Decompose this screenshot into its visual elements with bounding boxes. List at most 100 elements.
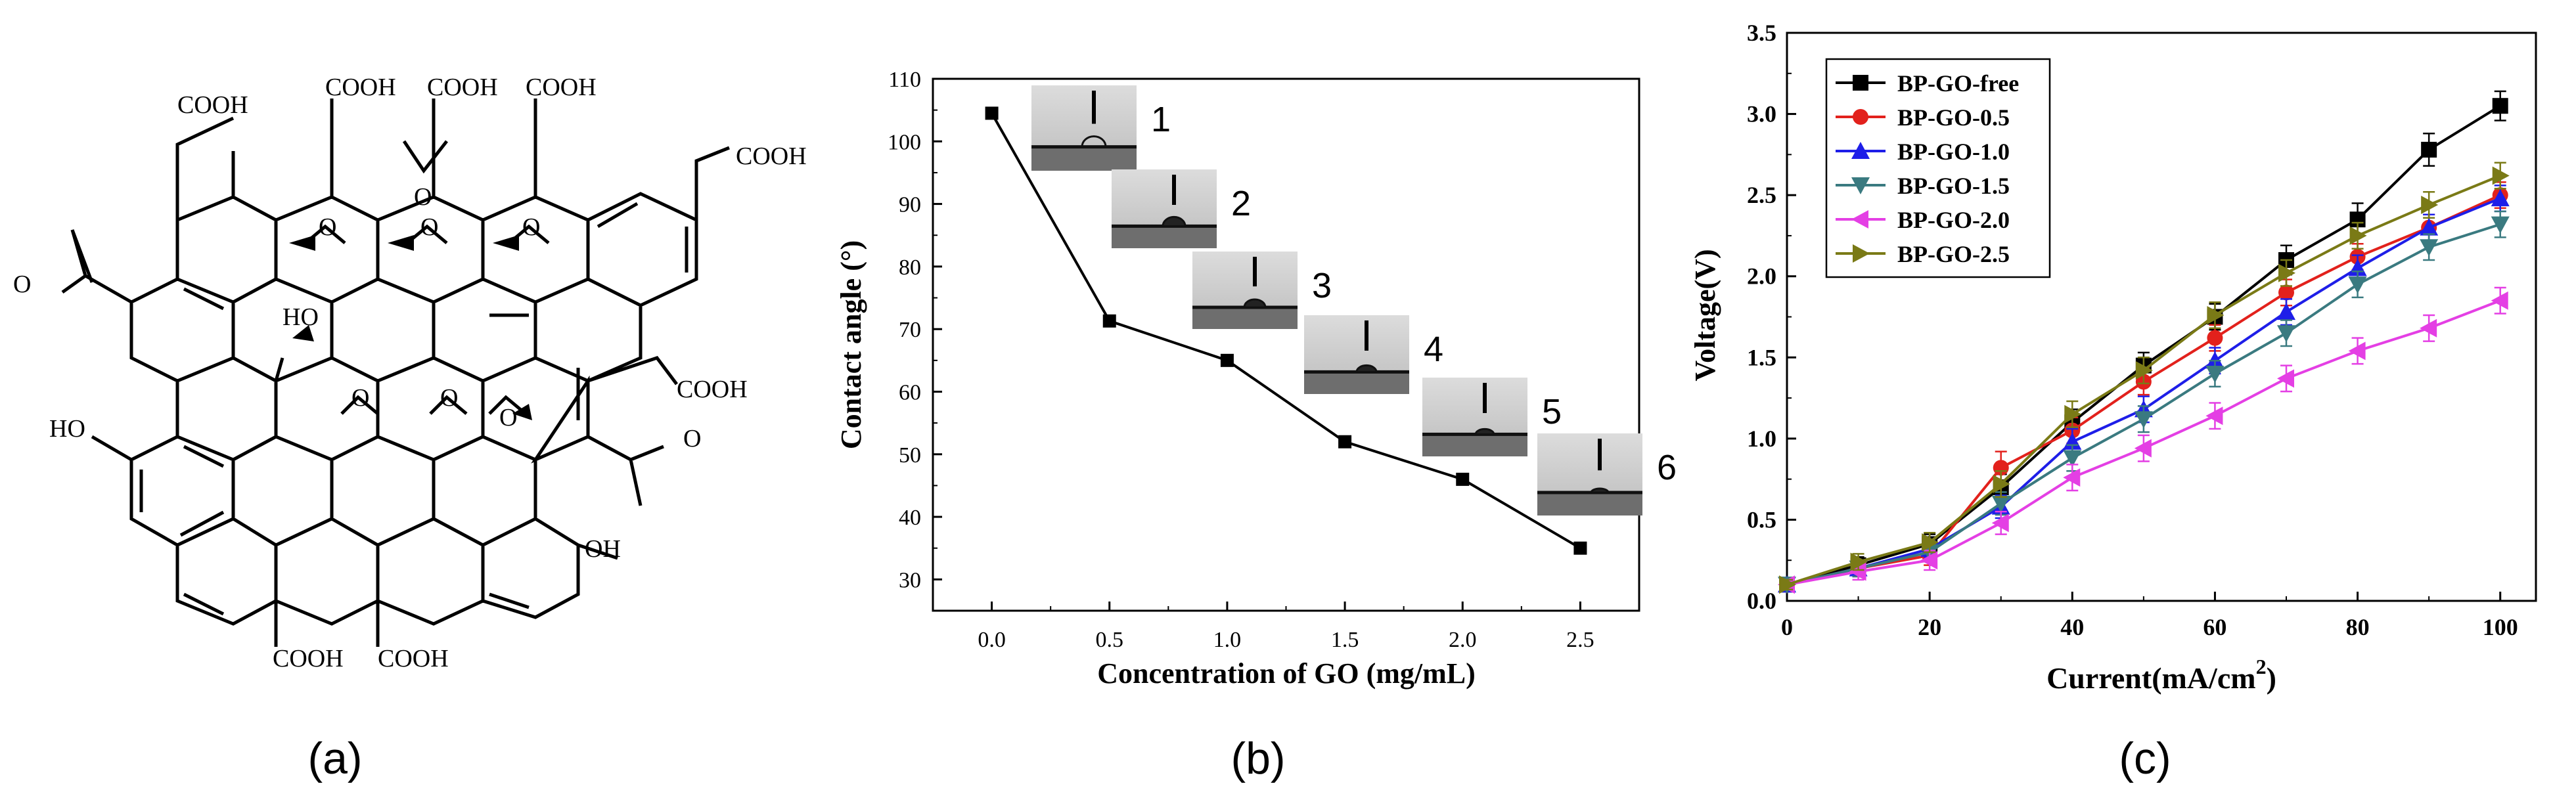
droplet [1355, 364, 1378, 373]
inset-number: 4 [1424, 330, 1443, 369]
legend-marker [1853, 244, 1870, 263]
voltage-current-chart: 0 20 40 60 80 100 0.0 0.5 1.0 1.5 2.0 2.5 3.0 3.5 BP-… [1689, 20, 2537, 695]
droplet-substrate [1304, 372, 1409, 394]
epoxide-o-3: O [522, 213, 540, 241]
data-point-b [1573, 541, 1587, 555]
x-tick-label-b: 1.5 [1331, 628, 1359, 652]
y-tick-label-b: 100 [888, 130, 921, 154]
legend-marker [1851, 177, 1870, 194]
panel-label-c: (c) [2119, 734, 2171, 783]
epoxide-o-1: O [319, 213, 336, 241]
inset-number: 2 [1231, 184, 1251, 223]
y-tick-label-b: 40 [899, 506, 921, 530]
y-tick-label-c: 1.5 [1747, 344, 1776, 370]
y-tick-label-c: 2.0 [1747, 263, 1776, 290]
data-point [2421, 195, 2439, 214]
y-axis-label-b: Contact angle (°) [835, 240, 867, 449]
y-tick-label-c: 0.0 [1747, 588, 1776, 614]
structure-labels: COOH COOH COOH COOH COOH COOH COOH COOH … [13, 74, 807, 672]
y-tick-label-b: 50 [899, 443, 921, 468]
x-axis-label-b: Concentration of GO (mg/mL) [1097, 657, 1476, 690]
data-point [1991, 495, 2010, 513]
data-point [2134, 439, 2152, 458]
data-point [2207, 330, 2223, 346]
x-tick-label-b: 0.0 [978, 628, 1006, 652]
group-cooh-7: COOH [273, 645, 344, 672]
droplet-inset: 5 [1422, 378, 1562, 456]
legend: BP-GO-free BP-GO-0.5 BP-GO-1.0 BP-GO-1.5 BP-… [1825, 58, 2051, 278]
data-point [2135, 361, 2153, 380]
data-point [2491, 291, 2508, 310]
data-point [2420, 218, 2439, 236]
group-cooh-2: COOH [325, 74, 396, 101]
legend-entry: BP-GO-0.5 [1836, 104, 2010, 131]
droplet-inset: 1 [1031, 85, 1171, 171]
data-point [2492, 166, 2510, 185]
epoxide-o-5: O [440, 384, 458, 412]
data-point [2205, 406, 2223, 426]
legend-entry: BP-GO-free [1836, 70, 2019, 97]
data-point [2348, 341, 2366, 361]
x-tick-label-c: 80 [2346, 614, 2370, 640]
y-tick-label-b: 90 [899, 193, 921, 217]
legend-marker [1853, 75, 1868, 91]
x-tick-label-b: 1.0 [1213, 628, 1242, 652]
voltage-series [1778, 90, 2510, 594]
y-tick-label-b: 70 [899, 318, 921, 342]
x-tick-label-c: 100 [2483, 614, 2518, 640]
x-axis-label-c-superscript: 2 [2256, 655, 2267, 678]
data-point [2277, 369, 2294, 388]
panel-label-a: (a) [307, 734, 362, 783]
data-point-b [1456, 472, 1470, 486]
data-point [2492, 98, 2508, 114]
y-tick-label-c: 0.5 [1747, 506, 1776, 533]
legend-entry: BP-GO-1.5 [1836, 173, 2010, 199]
y-tick-label-c: 2.5 [1747, 182, 1776, 208]
group-cooh-6: COOH [677, 376, 748, 403]
x-axis-label-c-close: ) [2267, 661, 2276, 695]
data-point [2063, 468, 2081, 487]
data-point [2421, 141, 2437, 158]
droplet-substrate [1192, 307, 1298, 329]
axis-ticks-b: 0.0 0.5 1.0 1.5 2.0 2.5 30 40 50 60 70 80 90 100 110 [888, 68, 1640, 652]
data-point [2491, 189, 2510, 207]
y-tick-label-c: 3.0 [1747, 101, 1776, 127]
contact-angle-line [990, 112, 1581, 550]
data-point [2420, 318, 2437, 338]
legend-label: BP-GO-2.5 [1897, 241, 2010, 267]
droplet-inset: 2 [1112, 169, 1251, 248]
wedge-bonds [289, 235, 532, 420]
droplet-inset: 4 [1304, 315, 1443, 394]
data-point [2348, 276, 2367, 294]
data-point-b [1220, 353, 1234, 367]
legend-marker [1851, 142, 1870, 159]
y-tick-label-b: 80 [899, 255, 921, 280]
y-tick-label-c: 1.0 [1747, 426, 1776, 452]
data-point [1920, 551, 1938, 570]
legend-marker [1851, 210, 1868, 229]
droplet [1081, 135, 1107, 148]
x-axis-label-c-main: Current(mA/cm [2046, 661, 2256, 695]
contact-angle-points [985, 106, 1587, 555]
group-ketone-o-1: O [13, 271, 31, 298]
group-cooh-4: COOH [526, 74, 597, 101]
legend-entry: BP-GO-2.0 [1836, 207, 2010, 233]
data-point [1849, 562, 1866, 581]
contact-angle-chart: 0.0 0.5 1.0 1.5 2.0 2.5 30 40 50 60 70 80 90 100 110 1… [835, 68, 1677, 690]
droplet-inset: 3 [1192, 252, 1332, 329]
epoxide-o-2: O [420, 213, 438, 241]
data-point [2277, 303, 2295, 320]
panel-label-b: (b) [1231, 734, 1285, 783]
data-point-b [985, 106, 999, 120]
inset-number: 3 [1312, 266, 1332, 305]
legend-entry: BP-GO-1.0 [1836, 139, 2010, 165]
x-axis-label-c: Current(mA/cm2) [2046, 655, 2276, 695]
legend-label: BP-GO-2.0 [1897, 207, 2010, 233]
x-tick-label-b: 2.0 [1449, 628, 1477, 652]
data-point [1922, 533, 1939, 552]
droplet [1162, 215, 1186, 227]
group-ho-2: HO [49, 415, 85, 443]
x-tick-label-b: 0.5 [1096, 628, 1124, 652]
x-tick-label-c: 60 [2203, 614, 2226, 640]
